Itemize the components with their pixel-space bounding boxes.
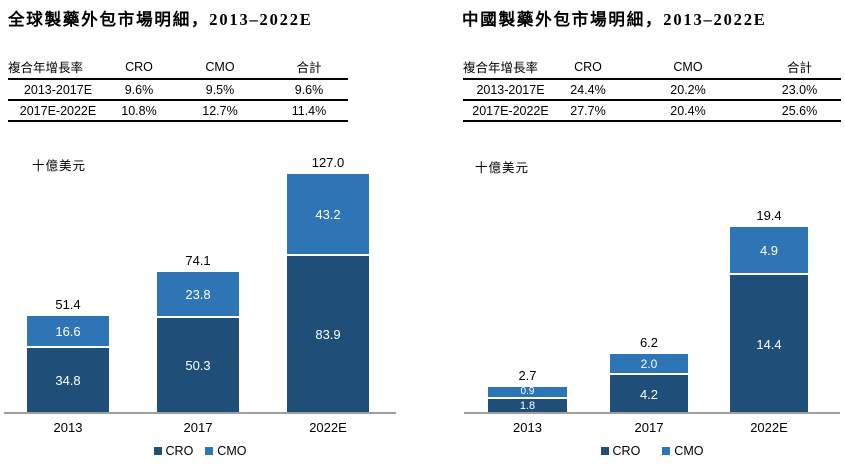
bar-segment-cro: 83.9: [287, 254, 369, 413]
legend-label: CMO: [217, 444, 247, 458]
header-cro: CRO: [574, 59, 602, 74]
bar-2017: 23.8 50.3: [157, 272, 239, 413]
cmo-swatch-icon: [205, 447, 214, 455]
segment-value-label: 50.3: [185, 358, 211, 373]
header-total: 合計: [786, 61, 812, 75]
legend-label: CRO: [165, 444, 194, 458]
cmo-swatch-icon: [662, 447, 671, 455]
segment-value-label: 23.8: [185, 286, 211, 302]
row-period: 2013-2017E: [23, 83, 93, 97]
table-row: 2013-2017E 9.6% 9.5% 9.6%: [8, 79, 348, 100]
segment-value-label: 83.9: [315, 327, 341, 342]
unit-label: 十億美元: [475, 161, 530, 175]
x-axis-line: [4, 412, 396, 414]
cell-cro: 27.7%: [570, 104, 606, 118]
table-row: 2013-2017E 24.4% 20.2% 23.0%: [463, 79, 841, 100]
bar-2022e: 43.2 83.9: [287, 174, 369, 413]
total-label: 74.1: [185, 253, 211, 268]
cell-cro: 10.8%: [121, 104, 157, 118]
bar-segment-cro: 34.8: [27, 346, 109, 413]
total-label: 2.7: [518, 368, 537, 383]
header-metric: 複合年增長率: [8, 61, 84, 75]
legend: CRO CMO: [464, 444, 840, 458]
cell-total: 25.6%: [781, 104, 818, 118]
legend-label: CMO: [674, 444, 704, 458]
cagr-table-global: 複合年增長率 CRO CMO 合計 2013-2017E 9.6% 9.5% 9…: [8, 54, 348, 122]
table-row: 2017E-2022E 27.7% 20.4% 25.6%: [463, 100, 841, 121]
header-total: 合計: [296, 61, 322, 75]
row-period: 2013-2017E: [476, 83, 545, 97]
x-tick-label: 2017: [634, 420, 664, 435]
legend-item-cmo: CMO: [662, 444, 703, 458]
segment-value-label: 16.6: [55, 323, 81, 339]
bar-segment-cro: 14.4: [730, 273, 808, 414]
bar-segment-cro: 4.2: [610, 373, 688, 414]
cell-cmo: 9.5%: [205, 83, 235, 97]
row-period: 2017E-2022E: [472, 104, 549, 118]
bar-segment-cmo: 16.6: [27, 316, 109, 346]
chart-title-china: 中國製藥外包市場明細，2013–2022E: [462, 10, 767, 29]
bar-segment-cmo: 43.2: [287, 174, 369, 254]
header-cro: CRO: [125, 59, 153, 74]
legend-item-cmo: CMO: [205, 444, 246, 458]
bar-segment-cmo: 0.9: [488, 387, 567, 397]
bar-2013: 16.6 34.8: [27, 316, 109, 413]
cell-total: 11.4%: [291, 104, 327, 118]
cell-cro: 9.6%: [124, 83, 154, 97]
unit-label: 十億美元: [32, 159, 87, 173]
cell-total: 9.6%: [294, 83, 324, 97]
table-header-row: 複合年增長率 CRO CMO 合計: [8, 54, 348, 79]
x-tick-label: 2013: [513, 420, 542, 435]
segment-value-label: 14.4: [756, 337, 782, 352]
total-label: 51.4: [55, 297, 81, 312]
bar-2022e: 4.9 14.4: [730, 227, 808, 414]
cro-swatch-icon: [153, 447, 162, 455]
cagr-table-china: 複合年增長率 CRO CMO 合計 2013-2017E 24.4% 20.2%…: [463, 54, 841, 122]
segment-value-label: 4.2: [639, 387, 659, 402]
segment-value-label: 43.2: [315, 206, 341, 222]
legend: CRO CMO: [4, 444, 396, 458]
x-tick-label: 2017: [183, 420, 213, 435]
bar-segment-cmo: 23.8: [157, 272, 239, 316]
header-metric: 複合年增長率: [463, 61, 539, 75]
row-period: 2017E-2022E: [19, 104, 97, 118]
table-header-row: 複合年增長率 CRO CMO 合計: [463, 54, 841, 79]
bar-2017: 2.0 4.2: [610, 354, 688, 414]
x-tick-label: 2022E: [750, 420, 788, 435]
cell-cmo: 20.2%: [670, 83, 706, 97]
legend-label: CRO: [612, 444, 641, 458]
segment-value-label: 1.8: [519, 400, 536, 412]
bar-segment-cmo: 2.0: [610, 354, 688, 373]
segment-value-label: 34.8: [55, 373, 81, 388]
cell-cro: 24.4%: [570, 83, 606, 97]
segment-value-label: 0.9: [520, 386, 535, 397]
header-cmo: CMO: [205, 59, 235, 74]
cell-cmo: 20.4%: [670, 104, 706, 118]
total-label: 6.2: [639, 335, 659, 350]
segment-value-label: 4.9: [759, 242, 779, 258]
total-label: 19.4: [756, 208, 782, 223]
bar-segment-cmo: 4.9: [730, 227, 808, 273]
cro-swatch-icon: [600, 447, 609, 455]
bar-segment-cro: 50.3: [157, 316, 239, 413]
legend-item-cro: CRO: [153, 444, 194, 458]
chart-title-global: 全球製藥外包市場明細，2013–2022E: [8, 10, 313, 29]
segment-value-label: 2.0: [640, 356, 658, 371]
x-tick-label: 2022E: [309, 420, 347, 435]
table-row: 2017E-2022E 10.8% 12.7% 11.4%: [8, 100, 348, 121]
header-cmo: CMO: [673, 59, 703, 74]
cell-total: 23.0%: [781, 83, 818, 97]
bar-2013: 0.9 1.8: [488, 387, 567, 414]
x-axis-line: [464, 412, 840, 414]
bar-segment-cro: 1.8: [488, 397, 567, 414]
x-tick-label: 2013: [53, 420, 83, 435]
legend-item-cro: CRO: [600, 444, 641, 458]
total-label: 127.0: [311, 155, 345, 170]
cell-cmo: 12.7%: [202, 104, 238, 118]
